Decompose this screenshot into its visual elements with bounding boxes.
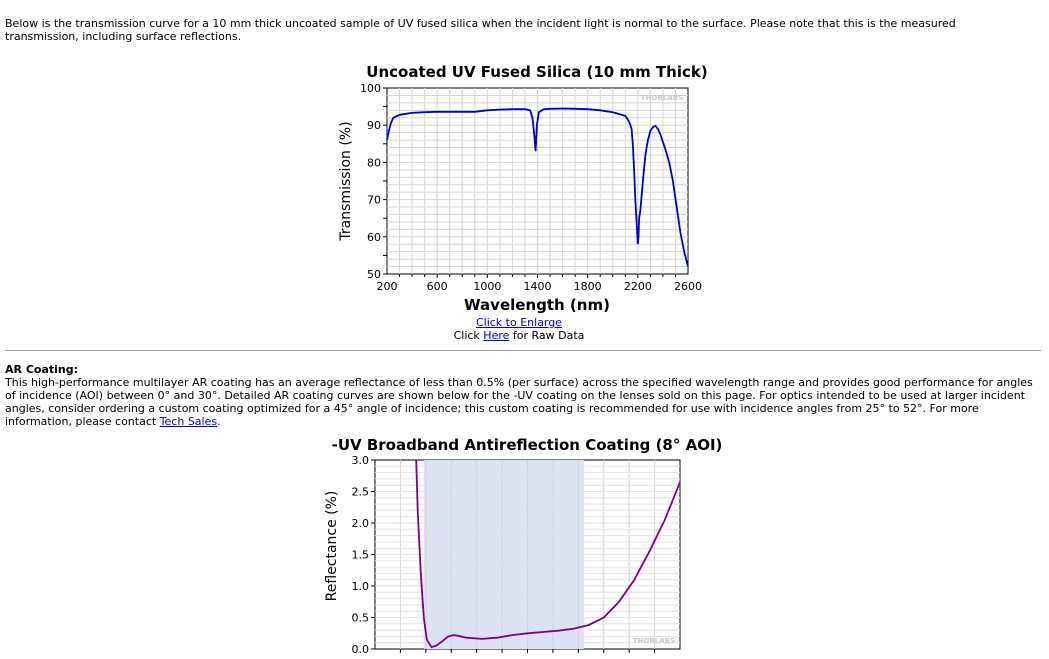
raw-data-suffix: for Raw Data xyxy=(509,329,585,342)
grid xyxy=(375,460,680,649)
y-tick-label: 1.5 xyxy=(352,549,370,562)
chart-title: Uncoated UV Fused Silica (10 mm Thick) xyxy=(366,63,707,81)
ar-coating-body: This high-performance multilayer AR coat… xyxy=(5,376,1033,428)
ar-coating-paragraph: This high-performance multilayer AR coat… xyxy=(5,376,1041,428)
y-tick-label: 60 xyxy=(367,231,381,244)
y-tick-label: 70 xyxy=(367,194,381,207)
y-tick-label: 1.0 xyxy=(352,580,370,593)
enlarge-link[interactable]: Click to Enlarge xyxy=(475,316,563,329)
x-axis-label: Wavelength (nm) xyxy=(464,296,610,314)
raw-data-prefix: Click xyxy=(453,329,484,342)
chart-links: Click to Enlarge Click Here for Raw Data xyxy=(0,316,1038,342)
reflectance-chart: -UV Broadband Antireflection Coating (8°… xyxy=(324,436,723,656)
axis-ticks: 0.0 0.5 1.0 1.5 2.0 2.5 3.0 xyxy=(352,454,656,656)
y-tick-label: 100 xyxy=(360,82,381,95)
axis-ticks: 200 600 1000 1400 1800 2200 2600 50 60 70 80 90 100 xyxy=(360,82,702,293)
ar-coating-section: AR Coating: This high-performance multil… xyxy=(5,363,1041,428)
intro-paragraph: Below is the transmission curve for a 10… xyxy=(5,17,956,43)
x-tick-label: 1800 xyxy=(574,280,602,293)
plot-area: THORLABS 200 600 1000 1400 1800 2200 2600 50 60 7… xyxy=(360,82,702,293)
ar-coating-end: . xyxy=(217,415,221,428)
y-axis-label: Reflectance (%) xyxy=(324,491,340,602)
ar-coating-heading: AR Coating: xyxy=(5,363,78,376)
tech-sales-link[interactable]: Tech Sales xyxy=(159,415,218,428)
watermark-logo: THORLABS xyxy=(641,94,683,102)
transmission-series-line xyxy=(386,107,689,267)
x-tick-label: 1000 xyxy=(473,280,501,293)
plot-area: THORLABS 0.0 0.5 1.0 1.5 2.0 2.5 3.0 xyxy=(352,454,681,656)
chart-title: -UV Broadband Antireflection Coating (8°… xyxy=(332,436,723,454)
y-tick-label: 50 xyxy=(367,268,381,281)
y-tick-label: 2.5 xyxy=(352,486,370,499)
x-tick-label: 2200 xyxy=(624,280,652,293)
transmission-chart: Uncoated UV Fused Silica (10 mm Thick) T… xyxy=(338,63,708,314)
raw-data-link[interactable]: Here xyxy=(483,329,510,342)
watermark-logo: THORLABS xyxy=(633,637,675,645)
y-tick-label: 90 xyxy=(367,119,381,132)
x-tick-label: 600 xyxy=(427,280,448,293)
y-axis-label: Transmission (%) xyxy=(338,121,354,241)
section-divider xyxy=(5,350,1041,351)
y-tick-label: 0.5 xyxy=(352,612,370,625)
y-tick-label: 80 xyxy=(367,156,381,169)
y-tick-label: 2.0 xyxy=(352,517,370,530)
reflectance-series-line xyxy=(415,459,681,649)
y-tick-label: 0.0 xyxy=(352,643,370,656)
x-tick-label: 200 xyxy=(377,280,398,293)
x-tick-label: 2600 xyxy=(674,280,702,293)
y-tick-label: 3.0 xyxy=(352,454,370,467)
x-tick-label: 1400 xyxy=(524,280,552,293)
